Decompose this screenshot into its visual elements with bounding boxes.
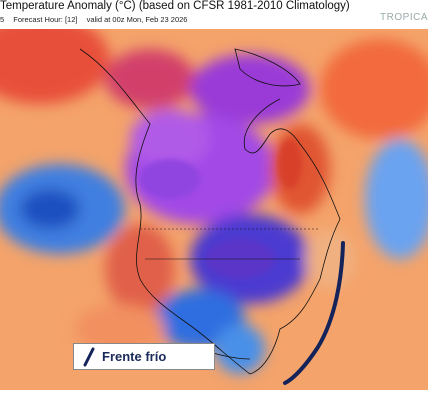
cold-front xyxy=(283,241,345,385)
legend-label: Frente frío xyxy=(102,349,167,364)
anomaly-detail xyxy=(140,139,302,279)
brand: TROPICA xyxy=(380,12,428,23)
map-title: Temperature Anomaly (°C) (based on CFSR … xyxy=(0,0,350,12)
anomaly-map xyxy=(0,29,428,390)
run: 5 xyxy=(0,15,5,24)
anomaly-field xyxy=(0,29,428,374)
valid-time: valid at 00z Mon, Feb 23 2026 xyxy=(86,15,188,24)
legend-icon xyxy=(83,347,95,366)
forecast-hour: Forecast Hour: [12] xyxy=(13,15,78,24)
legend: Frente frío xyxy=(73,343,215,370)
run-info: 5 Forecast Hour: [12] valid at 00z Mon, … xyxy=(0,15,194,24)
